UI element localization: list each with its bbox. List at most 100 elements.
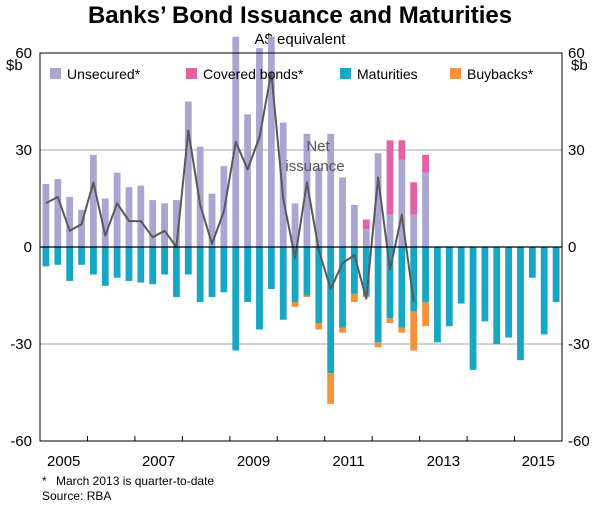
legend-swatch bbox=[50, 68, 61, 79]
bar-maturities bbox=[374, 247, 382, 343]
y-unit-right: $b bbox=[571, 57, 588, 74]
legend-label: Maturities bbox=[357, 66, 418, 82]
bar-unsecured bbox=[362, 229, 370, 247]
bar-buybacks bbox=[422, 301, 429, 327]
annotation-group: Net issuance bbox=[285, 138, 344, 175]
y-tick-label-left: 0 bbox=[24, 239, 32, 256]
bar-maturities bbox=[528, 247, 536, 278]
bar-buybacks bbox=[291, 301, 299, 307]
bar-maturities bbox=[66, 247, 74, 281]
plot-frame bbox=[39, 52, 563, 442]
y-tick-label-right: -60 bbox=[568, 433, 590, 450]
x-tick-label: 2015 bbox=[522, 453, 555, 470]
chart-svg: 60 60 30 30 0 0 -30 -30 -60 -60 $b $b 2005 2007 2009 20… bbox=[6, 36, 590, 470]
bar-maturities bbox=[125, 247, 133, 281]
bar-maturities bbox=[493, 247, 501, 344]
bar-maturities bbox=[244, 247, 252, 302]
bar-unsecured bbox=[256, 48, 263, 248]
net-issuance-group bbox=[45, 71, 415, 303]
bar-buybacks bbox=[398, 327, 406, 333]
bar-maturities bbox=[481, 247, 489, 322]
bar-maturities bbox=[42, 247, 50, 267]
bar-unsecured bbox=[42, 183, 50, 247]
x-tick-label: 2005 bbox=[47, 453, 80, 470]
axes-group: 60 60 30 30 0 0 -30 -30 -60 -60 $b $b 2005 2007 2009 20… bbox=[6, 45, 590, 470]
bar-maturities bbox=[232, 247, 240, 351]
bar-maturities bbox=[89, 247, 97, 275]
bar-maturities bbox=[386, 247, 394, 319]
bar-unsecured bbox=[125, 187, 133, 247]
bar-maturities bbox=[339, 247, 346, 328]
bar-unsecured bbox=[350, 204, 358, 247]
bar-unsecured bbox=[161, 203, 168, 247]
bar-maturities bbox=[196, 247, 204, 302]
bar-maturities bbox=[540, 247, 548, 335]
bar-covered-bonds bbox=[386, 140, 394, 215]
bar-maturities bbox=[113, 247, 121, 278]
bar-maturities bbox=[350, 247, 358, 294]
bar-unsecured bbox=[327, 133, 335, 247]
bar-unsecured bbox=[149, 200, 157, 247]
bar-maturities bbox=[208, 247, 216, 298]
bar-unsecured bbox=[374, 153, 382, 247]
bar-maturities bbox=[552, 247, 560, 302]
chart-title: Banks’ Bond Issuance and Maturities bbox=[87, 2, 513, 29]
bar-maturities bbox=[505, 247, 513, 338]
bar-buybacks bbox=[374, 342, 382, 348]
footnote-symbol: * bbox=[42, 474, 47, 488]
bar-unsecured bbox=[267, 36, 275, 248]
source-note: Source: RBA bbox=[42, 489, 112, 503]
bar-maturities bbox=[315, 247, 323, 323]
bars-group bbox=[42, 36, 560, 404]
chart-subtitle: A$ equivalent bbox=[254, 31, 346, 48]
bar-covered-bonds bbox=[410, 182, 418, 215]
bar-maturities bbox=[291, 247, 299, 302]
bar-covered-bonds bbox=[362, 219, 370, 230]
bar-covered-bonds bbox=[422, 154, 429, 173]
legend-swatch bbox=[340, 68, 351, 79]
bar-unsecured bbox=[279, 122, 287, 247]
x-tick-label: 2011 bbox=[332, 453, 364, 470]
bar-buybacks bbox=[303, 295, 311, 298]
bar-unsecured bbox=[113, 172, 121, 247]
bar-unsecured bbox=[101, 198, 109, 247]
y-tick-label-right: 0 bbox=[568, 239, 576, 256]
bar-unsecured bbox=[66, 196, 74, 247]
bar-unsecured bbox=[291, 203, 299, 247]
y-tick-label-right: 60 bbox=[568, 45, 585, 62]
bar-maturities bbox=[303, 247, 311, 296]
y-tick-label-left: -60 bbox=[10, 433, 32, 450]
bar-buybacks bbox=[350, 293, 358, 302]
bar-buybacks bbox=[315, 322, 323, 330]
bar-maturities bbox=[54, 247, 62, 265]
bar-unsecured bbox=[339, 177, 346, 247]
x-tick-label: 2013 bbox=[427, 453, 460, 470]
bar-unsecured bbox=[422, 172, 429, 247]
legend-swatch bbox=[186, 68, 197, 79]
y-tick-label-right: -30 bbox=[568, 336, 590, 353]
y-tick-label-left: 30 bbox=[15, 142, 32, 159]
annotation-line-1: Net bbox=[306, 138, 330, 155]
bar-maturities bbox=[279, 247, 287, 320]
bar-unsecured bbox=[244, 114, 252, 247]
bar-unsecured bbox=[410, 214, 418, 247]
footnote: * March 2013 is quarter-to-date bbox=[42, 474, 214, 488]
y-tick-label-right: 30 bbox=[568, 142, 585, 159]
bar-maturities bbox=[184, 247, 192, 275]
bar-maturities bbox=[517, 247, 524, 361]
annotation-line-2: issuance bbox=[285, 158, 344, 175]
bar-maturities bbox=[327, 247, 335, 374]
bar-maturities bbox=[101, 247, 109, 286]
x-tick-label: 2009 bbox=[237, 453, 270, 470]
bar-maturities bbox=[149, 247, 157, 285]
bar-unsecured bbox=[303, 133, 311, 247]
bar-maturities bbox=[137, 247, 145, 283]
bar-unsecured bbox=[196, 146, 204, 247]
bar-buybacks bbox=[339, 327, 346, 333]
footnote-text: March 2013 is quarter-to-date bbox=[56, 474, 215, 488]
bar-unsecured bbox=[315, 167, 323, 247]
bar-maturities bbox=[457, 247, 465, 304]
bar-maturities bbox=[362, 247, 370, 296]
bar-maturities bbox=[445, 247, 453, 327]
y-unit-left: $b bbox=[6, 57, 23, 74]
